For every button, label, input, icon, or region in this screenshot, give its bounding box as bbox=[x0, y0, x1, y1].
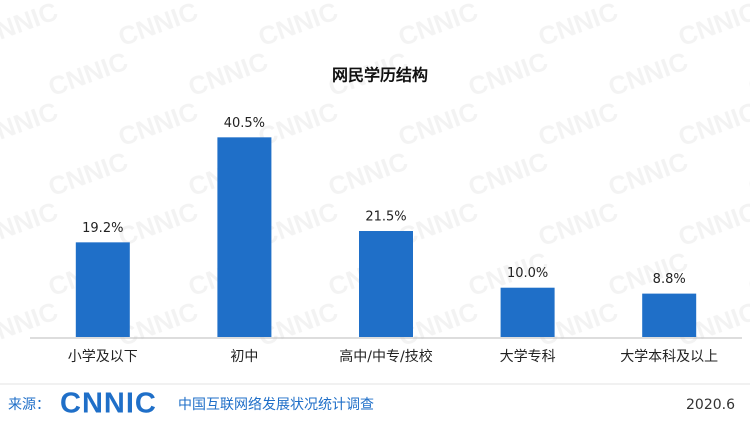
logo: CNNIC bbox=[60, 388, 157, 420]
bar bbox=[75, 242, 130, 337]
watermark: CNNIC bbox=[744, 146, 750, 202]
watermark: CNNIC bbox=[0, 0, 62, 52]
watermark: CNNIC bbox=[534, 196, 622, 252]
value-label: 40.5% bbox=[224, 116, 265, 131]
watermark: CNNIC bbox=[0, 196, 62, 252]
watermark: CNNIC bbox=[324, 146, 412, 202]
value-label: 10.0% bbox=[507, 266, 548, 281]
watermark: CNNIC bbox=[534, 0, 622, 52]
x-tick-label: 大学本科及以上 bbox=[620, 349, 718, 365]
watermark: CNNIC bbox=[44, 146, 132, 202]
watermark: CNNIC bbox=[114, 96, 202, 152]
x-tick-label: 小学及以下 bbox=[68, 349, 138, 365]
x-tick-label: 高中/中专/技校 bbox=[339, 348, 432, 365]
watermark: CNNIC bbox=[254, 0, 342, 52]
watermark: CNNIC bbox=[674, 0, 750, 52]
bar bbox=[642, 293, 697, 337]
watermark: CNNIC bbox=[184, 46, 272, 102]
watermark: CNNIC bbox=[44, 46, 132, 102]
x-tick-label: 初中 bbox=[230, 348, 258, 365]
watermark: CNNIC bbox=[674, 96, 750, 152]
watermark: CNNIC bbox=[394, 96, 482, 152]
watermark: CNNIC bbox=[394, 0, 482, 52]
source-label: 来源： bbox=[8, 397, 50, 413]
date: 2020.6 bbox=[686, 397, 735, 413]
watermark: CNNIC bbox=[464, 146, 552, 202]
value-label: 21.5% bbox=[365, 210, 406, 225]
watermark: CNNIC bbox=[114, 0, 202, 52]
watermark: CNNIC bbox=[744, 46, 750, 102]
watermark: CNNIC bbox=[744, 246, 750, 302]
bar bbox=[217, 137, 272, 337]
watermark: CNNIC bbox=[604, 146, 692, 202]
watermark: CNNIC bbox=[464, 46, 552, 102]
bar bbox=[500, 287, 555, 337]
watermark: CNNIC bbox=[0, 96, 62, 152]
x-tick-label: 大学专科 bbox=[500, 349, 556, 365]
survey-name: 中国互联网络发展状况统计调查 bbox=[178, 397, 374, 413]
value-label: 8.8% bbox=[653, 272, 686, 287]
value-label: 19.2% bbox=[82, 221, 123, 236]
watermark: CNNIC bbox=[534, 96, 622, 152]
bar bbox=[359, 231, 413, 337]
chart-title: 网民学历结构 bbox=[332, 66, 428, 85]
watermark: CNNIC bbox=[674, 196, 750, 252]
watermark: CNNIC bbox=[0, 296, 62, 352]
watermark: CNNIC bbox=[604, 46, 692, 102]
